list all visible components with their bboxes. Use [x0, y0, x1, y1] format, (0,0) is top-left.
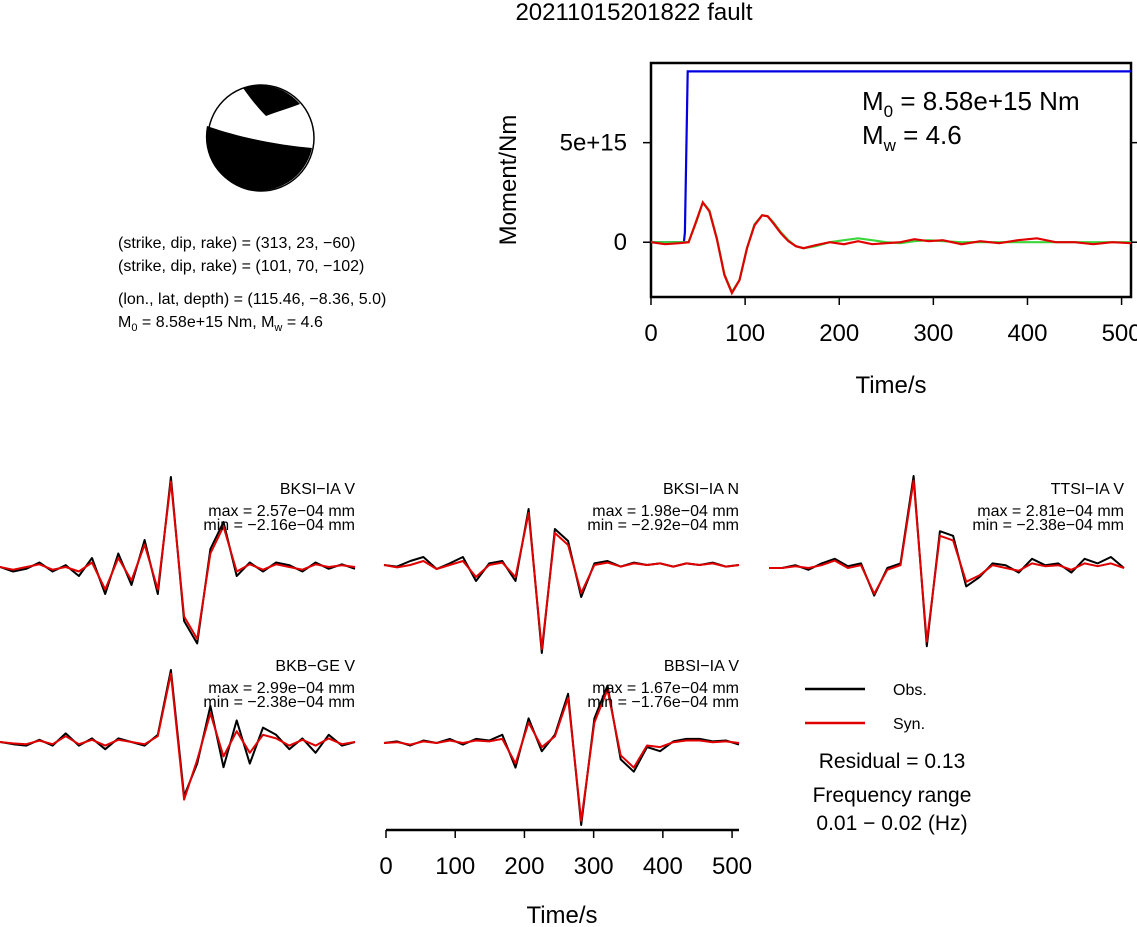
station-label: BKB−GE V: [275, 658, 355, 675]
station-label: BBSI−IA V: [664, 658, 739, 675]
location-text: (lon., lat, depth) = (115.46, −8.36, 5.0…: [118, 291, 386, 308]
moment-xlabel: Time/s: [855, 372, 926, 399]
syn-trace: [383, 512, 740, 650]
moment-xtick-label: 400: [1007, 320, 1047, 347]
max-label: max = 2.81e−04 mm: [977, 503, 1124, 520]
waveform-xtick-label: 100: [435, 853, 475, 880]
residual-text: Residual = 0.13: [819, 750, 966, 773]
max-label: max = 2.99e−04 mm: [208, 680, 355, 697]
min-label: min = −2.38e−04 mm: [972, 517, 1124, 534]
legend-syn-label: Syn.: [893, 716, 925, 733]
mechanism-text: (strike, dip, rake) = (313, 23, −60) (st…: [118, 235, 386, 334]
moment-xtick-label: 500: [1102, 320, 1137, 347]
beachball: [205, 84, 315, 192]
moment-series-line: [651, 200, 1131, 295]
waveform-xtick-label: 400: [643, 853, 683, 880]
magnitude-text: M0 = 8.58e+15 Nm, Mw = 4.6: [118, 314, 323, 334]
station-label: TTSI−IA V: [1051, 481, 1125, 498]
beachball-compressional-lower: [205, 126, 312, 191]
waveform-xtick-label: 200: [504, 853, 544, 880]
frequency-range-label: Frequency range: [813, 784, 972, 807]
moment-annot-mw: Mw = 4.6: [862, 120, 962, 155]
syn-trace: [769, 479, 1125, 643]
max-label: max = 1.67e−04 mm: [592, 680, 739, 697]
legend: Obs. Syn.: [805, 682, 927, 733]
max-label: max = 1.98e−04 mm: [592, 503, 739, 520]
moment-ytick-label: 0: [614, 229, 627, 256]
frequency-range-value: 0.01 − 0.02 (Hz): [816, 812, 967, 835]
waveform-x-axis: 0 100 200 300 400 500: [379, 828, 752, 880]
station-label: BKSI−IA V: [280, 481, 355, 498]
waveform-xtick-label: 500: [712, 853, 752, 880]
moment-ytick-label: 5e+15: [560, 130, 627, 157]
min-label: min = −2.92e−04 mm: [587, 517, 739, 534]
figure-title: 20211015201822 fault: [515, 0, 752, 26]
obs-trace: [769, 475, 1125, 648]
waveform-xtick-label: 0: [379, 853, 392, 880]
syn-trace: [0, 480, 356, 640]
plane1-text: (strike, dip, rake) = (313, 23, −60): [118, 235, 355, 252]
syn-trace: [0, 672, 356, 801]
beachball-compressional-upper: [243, 85, 300, 116]
moment-plot-frame: [649, 61, 1133, 299]
moment-xtick-label: 200: [819, 320, 859, 347]
moment-series-line: [650, 200, 1132, 296]
moment-xtick-label: 0: [644, 320, 657, 347]
waveform-xlabel: Time/s: [526, 902, 597, 927]
station-label: BKSI−IA N: [663, 481, 739, 498]
plane2-text: (strike, dip, rake) = (101, 70, −102): [118, 258, 364, 275]
legend-obs-label: Obs.: [893, 682, 927, 699]
max-label: max = 2.57e−04 mm: [208, 503, 355, 520]
moment-xtick-label: 300: [913, 320, 953, 347]
syn-trace: [383, 688, 740, 822]
waveform-xtick-label: 300: [574, 853, 614, 880]
min-label: min = −2.16e−04 mm: [203, 517, 355, 534]
obs-trace: [0, 476, 356, 645]
min-label: min = −1.76e−04 mm: [587, 694, 739, 711]
moment-xtick-label: 100: [725, 320, 765, 347]
moment-ylabel: Moment/Nm: [495, 115, 522, 246]
min-label: min = −2.38e−04 mm: [203, 694, 355, 711]
moment-annot-m0: M0 = 8.58e+15 Nm: [862, 86, 1080, 121]
